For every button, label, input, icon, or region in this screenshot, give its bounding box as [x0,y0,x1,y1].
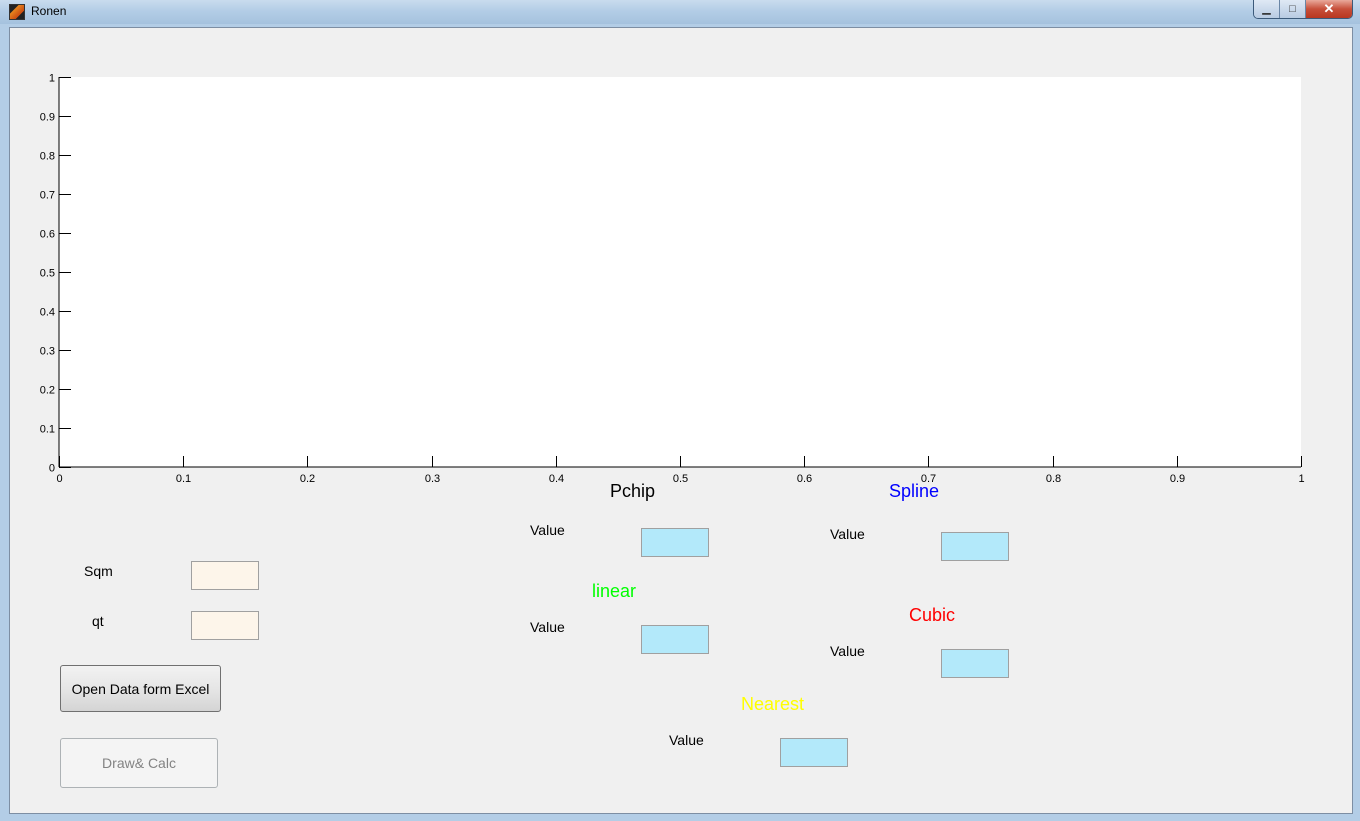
linear-title: linear [592,581,637,601]
x-tick-label: 0.7 [921,473,936,485]
sqm-input[interactable] [191,561,259,590]
nearest-value-label: Value [669,732,704,748]
cubic-title: Cubic [909,605,956,625]
linear-value-field[interactable] [641,625,709,654]
minimize-button[interactable]: ▁ [1254,0,1280,18]
draw-calc-button[interactable]: Draw& Calc [60,738,218,788]
close-button[interactable]: ✕ [1306,0,1352,18]
maximize-button[interactable]: □ [1280,0,1306,18]
y-tick-label: 0.7 [40,190,55,202]
pchip-value-label: Value [530,522,565,538]
y-tick-label: 0 [49,463,55,475]
matlab-app-icon [9,4,25,20]
y-tick-label: 0.8 [40,151,55,163]
cubic-value-label: Value [830,643,865,659]
nearest-value-field[interactable] [780,738,848,767]
y-tick-label: 1 [49,73,55,85]
x-tick-label: 0.4 [549,473,564,485]
y-tick-label: 0.4 [40,307,55,319]
x-tick-label: 0 [56,473,62,485]
sqm-label: Sqm [84,563,113,579]
x-tick-label: 0.8 [1046,473,1061,485]
x-tick-label: 1 [1298,473,1304,485]
spline-value-label: Value [830,526,865,542]
x-tick-label: 0.5 [673,473,688,485]
title-bar[interactable]: Ronen ▁ □ ✕ [0,0,1360,24]
window-controls: ▁ □ ✕ [1253,0,1353,19]
qt-label: qt [92,613,104,629]
window-title: Ronen [31,4,67,18]
y-tick-label: 0.5 [40,268,55,280]
spline-value-field[interactable] [941,532,1009,561]
linear-value-label: Value [530,619,565,635]
x-tick-label: 0.2 [300,473,315,485]
x-tick-label: 0.9 [1170,473,1185,485]
open-excel-button[interactable]: Open Data form Excel [60,665,221,712]
y-tick-label: 0.2 [40,385,55,397]
x-tick-label: 0.1 [176,473,191,485]
nearest-title: Nearest [741,694,805,714]
x-tick-label: 0.6 [797,473,812,485]
plot-area[interactable] [59,77,1301,467]
cubic-value-field[interactable] [941,649,1009,678]
y-tick-label: 0.9 [40,112,55,124]
qt-input[interactable] [191,611,259,640]
y-tick-label: 0.3 [40,346,55,358]
pchip-title: Pchip [610,481,656,501]
pchip-value-field[interactable] [641,528,709,557]
y-tick-label: 0.6 [40,229,55,241]
x-tick-label: 0.3 [425,473,440,485]
y-tick-label: 0.1 [40,424,55,436]
spline-title: Spline [889,481,940,501]
